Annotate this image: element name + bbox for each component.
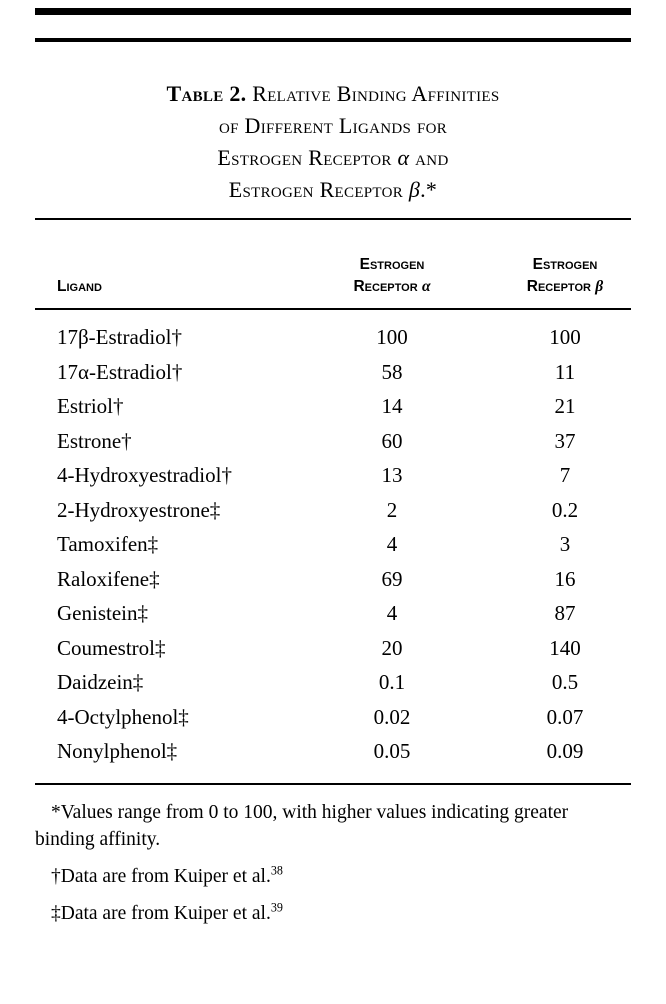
- ligand-name: Daidzein‡: [57, 670, 144, 694]
- footnote-values-range-text: *Values range from 0 to 100, with higher…: [35, 801, 569, 850]
- alpha-symbol: α: [421, 278, 431, 295]
- rule-below-body: [35, 782, 631, 785]
- column-header-ligand: Ligand: [57, 278, 102, 295]
- top-rule-heavy: [35, 8, 631, 15]
- title-line-3-end: and: [409, 145, 449, 170]
- ligand-name: Coumestrol‡: [57, 635, 166, 660]
- receptor-alpha-value: 58: [381, 359, 403, 384]
- footnote-double-dagger: ‡Data are from Kuiper et al.39: [35, 900, 631, 927]
- receptor-alpha-value: 13: [381, 463, 403, 487]
- table-row: Raloxifene‡ 69 16: [57, 562, 631, 597]
- ligand-name: Estrone†: [57, 428, 132, 453]
- table-row: 4-Octylphenol‡ 0.02 0.07: [57, 700, 631, 735]
- top-rule-medium: [35, 38, 631, 42]
- receptor-alpha-value: 2: [386, 497, 398, 522]
- receptor-beta-value: 140: [549, 635, 581, 660]
- beta-symbol: β: [595, 278, 604, 295]
- journal-table-page: Table 2. Relative Binding Affinities of …: [35, 0, 631, 927]
- table-row: Tamoxifen‡ 4 3: [57, 527, 631, 562]
- receptor-alpha-value: 4: [386, 532, 398, 556]
- table-number-label: Table 2.: [166, 81, 247, 106]
- footnotes: *Values range from 0 to 100, with higher…: [35, 785, 631, 927]
- receptor-beta-value: 16: [554, 566, 576, 591]
- ligand-name: Tamoxifen‡: [57, 532, 159, 556]
- table-row: 17α-Estradiol† 58 11: [57, 355, 631, 390]
- ligand-name: 17α-Estradiol†: [57, 359, 183, 384]
- title-line-4-end: .*: [420, 177, 438, 202]
- table-row: Genistein‡ 4 87: [57, 596, 631, 631]
- header-alpha-line-2: Receptor α: [307, 276, 477, 298]
- receptor-beta-value: 0.2: [551, 497, 579, 522]
- title-line-1-text: Relative Binding Affinities: [246, 81, 500, 106]
- rule-below-title: [35, 218, 631, 220]
- receptor-beta-value: 3: [559, 532, 571, 556]
- table-row: Estriol† 14 21: [57, 389, 631, 424]
- column-header-receptor-alpha: Estrogen Receptor α: [307, 254, 477, 298]
- receptor-beta-value: 0.07: [546, 704, 584, 729]
- title-line-2: of Different Ligands for: [218, 113, 448, 138]
- receptor-beta-value: 100: [549, 325, 581, 349]
- title-line-3: Estrogen Receptor α and: [35, 142, 631, 174]
- ligand-name: Genistein‡: [57, 601, 148, 625]
- receptor-beta-value: 0.09: [546, 739, 584, 763]
- alpha-symbol: α: [397, 145, 410, 170]
- table-row: Coumestrol‡ 20 140: [57, 631, 631, 666]
- receptor-alpha-value: 4: [386, 601, 398, 625]
- footnote-double-dagger-reference: 39: [270, 900, 283, 914]
- receptor-beta-value: 87: [554, 601, 576, 625]
- table-title: Table 2. Relative Binding Affinities of …: [35, 78, 631, 206]
- beta-symbol: β: [408, 177, 421, 202]
- ligand-name: Raloxifene‡: [57, 566, 160, 591]
- title-line-4-text: Estrogen Receptor: [228, 177, 409, 202]
- receptor-beta-value: 0.5: [551, 670, 579, 694]
- footnote-dagger: †Data are from Kuiper et al.38: [35, 863, 631, 890]
- ligand-name: 17β-Estradiol†: [57, 325, 182, 349]
- title-line-1: Table 2. Relative Binding Affinities: [35, 78, 631, 110]
- table-body: 17β-Estradiol† 100 100 17α-Estradiol† 58…: [35, 310, 631, 783]
- receptor-beta-value: 11: [554, 359, 576, 384]
- table-row: 17β-Estradiol† 100 100: [57, 320, 631, 355]
- receptor-alpha-value: 0.05: [373, 739, 411, 763]
- table-row: 2-Hydroxyestrone‡ 2 0.2: [57, 493, 631, 528]
- footnote-dagger-reference: 38: [270, 863, 283, 877]
- table-header-row: Ligand Estrogen Receptor α Estrogen Rece…: [35, 220, 631, 308]
- receptor-alpha-value: 60: [381, 428, 403, 453]
- ligand-name: 2-Hydroxyestrone‡: [57, 497, 221, 522]
- header-alpha-line-2-text: Receptor: [353, 278, 422, 295]
- title-line-4: Estrogen Receptor β.*: [35, 174, 631, 206]
- table-row: Daidzein‡ 0.1 0.5: [57, 665, 631, 700]
- header-beta-line-2: Receptor β: [477, 276, 653, 298]
- ligand-name: 4-Hydroxyestradiol†: [57, 463, 232, 487]
- receptor-beta-value: 37: [554, 428, 576, 453]
- ligand-name: Nonylphenol‡: [57, 739, 178, 763]
- footnote-values-range: *Values range from 0 to 100, with higher…: [35, 799, 631, 853]
- receptor-alpha-value: 69: [381, 566, 403, 591]
- header-beta-line-1: Estrogen: [532, 256, 598, 273]
- receptor-alpha-value: 0.02: [373, 704, 411, 729]
- footnote-double-dagger-text: ‡Data are from Kuiper et al.: [51, 902, 271, 924]
- table-row: 4-Hydroxyestradiol† 13 7: [57, 458, 631, 493]
- receptor-alpha-value: 0.1: [378, 670, 406, 694]
- table-row: Estrone† 60 37: [57, 424, 631, 459]
- title-line-3-text: Estrogen Receptor: [217, 145, 398, 170]
- rule-below-header: [35, 308, 631, 310]
- ligand-name: 4-Octylphenol‡: [57, 704, 189, 729]
- receptor-beta-value: 21: [554, 394, 576, 418]
- footnote-dagger-text: †Data are from Kuiper et al.: [51, 865, 271, 887]
- header-alpha-line-1: Estrogen: [359, 256, 425, 273]
- table-row: Nonylphenol‡ 0.05 0.09: [57, 734, 631, 769]
- column-header-receptor-beta: Estrogen Receptor β: [477, 254, 653, 298]
- receptor-beta-value: 7: [559, 463, 571, 487]
- receptor-alpha-value: 20: [381, 635, 403, 660]
- receptor-alpha-value: 100: [376, 325, 408, 349]
- header-beta-line-2-text: Receptor: [526, 278, 596, 295]
- ligand-name: Estriol†: [57, 394, 124, 418]
- receptor-alpha-value: 14: [381, 394, 403, 418]
